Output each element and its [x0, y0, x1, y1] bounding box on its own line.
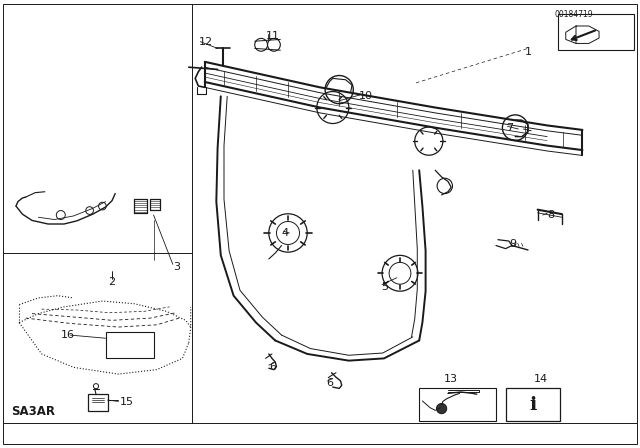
Text: 3: 3: [173, 262, 180, 271]
Text: 00184719: 00184719: [555, 10, 593, 19]
Text: i: i: [529, 396, 537, 414]
Text: 6: 6: [269, 362, 276, 372]
Bar: [419, 388, 496, 421]
Text: 5: 5: [381, 282, 388, 292]
Text: 10: 10: [358, 91, 372, 101]
Text: 4: 4: [282, 228, 289, 238]
Text: 9: 9: [509, 239, 516, 249]
FancyArrowPatch shape: [572, 30, 595, 40]
Text: 13: 13: [444, 374, 458, 383]
Text: SA3AR: SA3AR: [12, 405, 56, 418]
Text: 15: 15: [120, 397, 134, 407]
Text: 11: 11: [266, 31, 280, 41]
Bar: [106, 332, 154, 358]
Bar: [506, 388, 560, 421]
Circle shape: [436, 404, 447, 414]
Text: 1: 1: [525, 47, 532, 56]
Bar: [88, 394, 108, 411]
Text: 16: 16: [61, 330, 75, 340]
Bar: [558, 14, 634, 50]
Text: 12: 12: [198, 37, 212, 47]
Text: 8: 8: [547, 210, 554, 220]
Text: 14: 14: [534, 374, 548, 383]
Text: 2: 2: [108, 277, 116, 287]
Text: 6: 6: [326, 378, 333, 388]
Text: 7: 7: [506, 123, 513, 133]
